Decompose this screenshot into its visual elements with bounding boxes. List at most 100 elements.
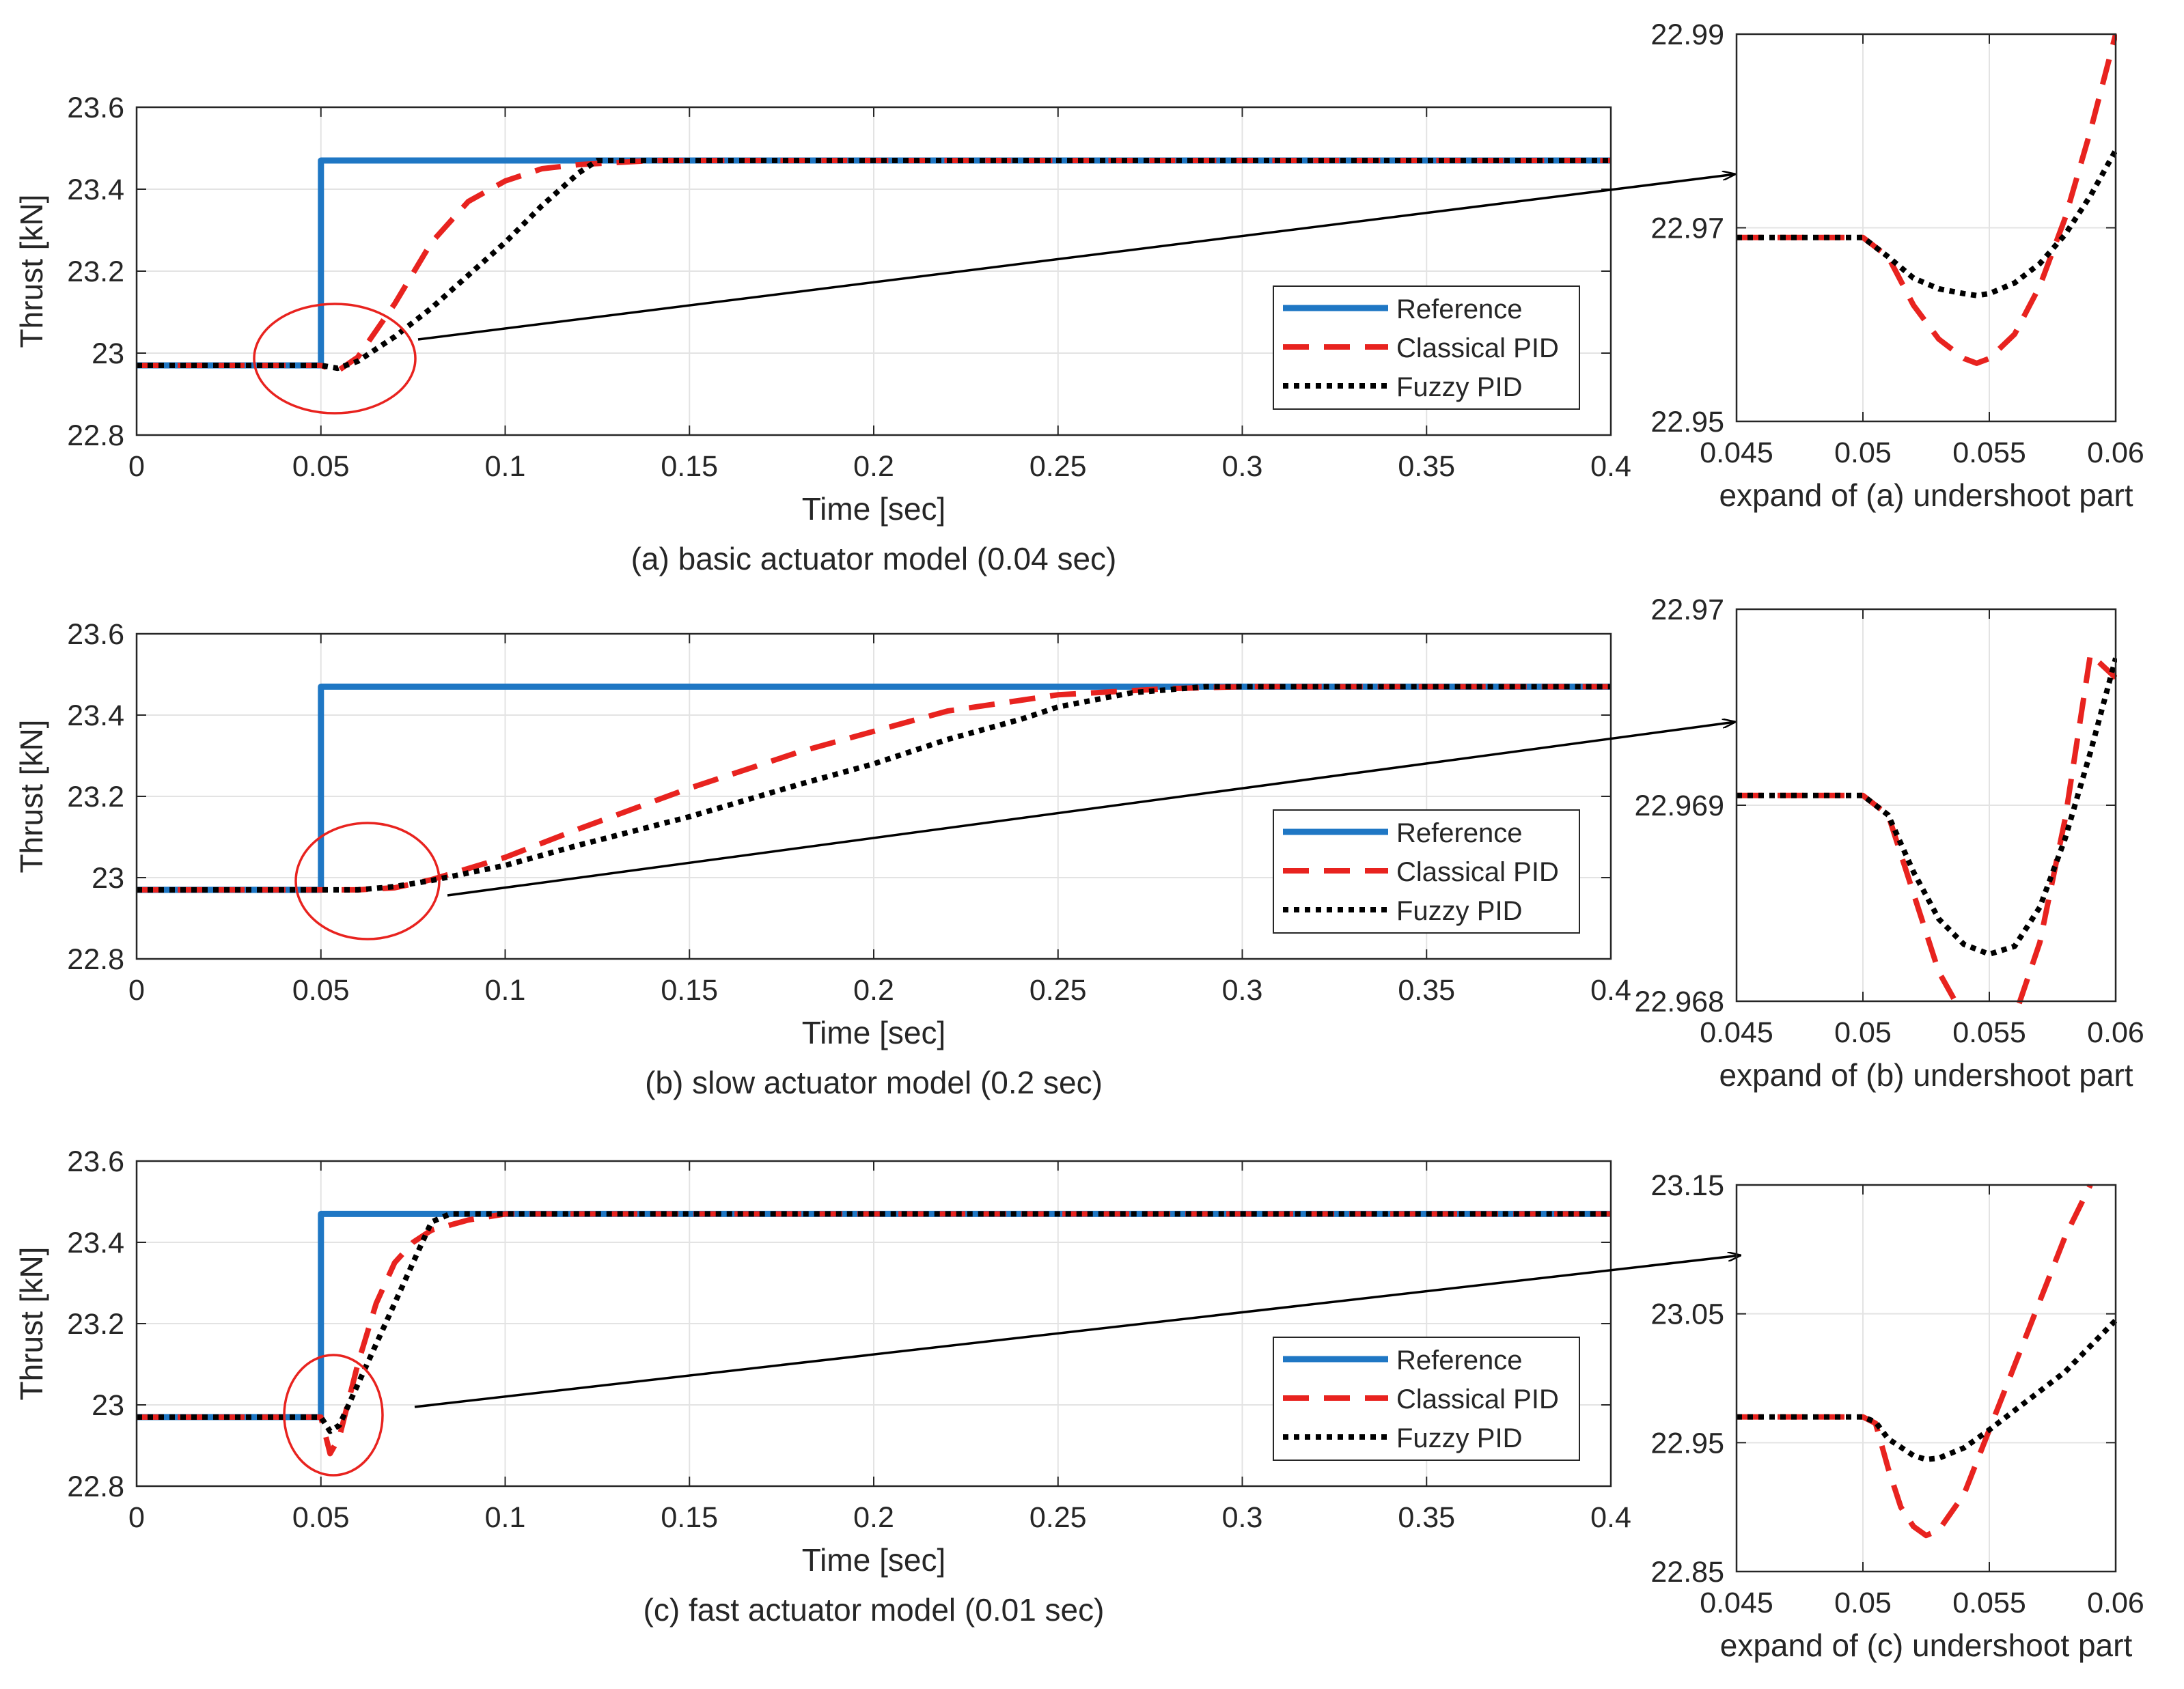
x-tick-label: 0 xyxy=(128,1501,145,1534)
x-tick-label: 0.05 xyxy=(1834,1016,1892,1049)
legend: Reference Classical PID Fuzzy PID xyxy=(1273,1337,1580,1461)
y-tick-label: 22.95 xyxy=(1650,406,1724,438)
axes-box xyxy=(135,632,1612,960)
x-tick-label: 0.35 xyxy=(1398,1501,1455,1534)
zoom-arrow xyxy=(447,722,1735,897)
undershoot-circle xyxy=(294,822,441,940)
series-line-classical-pid xyxy=(137,1211,1611,1457)
y-tick-label: 23.6 xyxy=(67,618,124,651)
zoom-arrow xyxy=(417,174,1735,341)
chart-c-main: 0 0.05 0.1 0.15 0.2 0.25 0.3 0.35 0.4 22.8 23 23.2 2… xyxy=(14,1145,1741,1628)
x-tick-label: 0.35 xyxy=(1398,974,1455,1007)
chart-b-zoom: 0.045 0.05 0.055 0.06 22.968 22.969 22.97 expan… xyxy=(1634,594,2144,1093)
x-tick-label: 0.05 xyxy=(292,974,350,1007)
legend-label: Classical PID xyxy=(1396,1384,1559,1414)
x-tick-label: 0.06 xyxy=(2087,1587,2144,1619)
x-tick-label: 0.4 xyxy=(1590,1501,1631,1534)
x-tick-label: 0.2 xyxy=(853,450,894,483)
y-axis-label: Thrust [kN] xyxy=(14,1247,49,1401)
series-line-fuzzy-pid xyxy=(137,684,1611,893)
legend-label: Classical PID xyxy=(1396,333,1559,363)
series-line-classical-pid xyxy=(137,158,1611,374)
x-axis-label: expand of (a) undershoot part xyxy=(1719,477,2133,513)
legend: Reference Classical PID Fuzzy PID xyxy=(1273,809,1580,934)
y-tick-label: 23.4 xyxy=(67,173,124,206)
x-axis-label: expand of (c) undershoot part xyxy=(1720,1628,2133,1663)
series-line-fuzzy-pid xyxy=(137,1211,1611,1434)
axes-box xyxy=(135,106,1612,436)
y-tick-label: 23.4 xyxy=(67,1227,124,1259)
y-tick-label: 23 xyxy=(92,337,124,370)
x-tick-label: 0.4 xyxy=(1590,450,1631,483)
legend: Reference Classical PID Fuzzy PID xyxy=(1273,285,1580,410)
x-tick-label: 0.045 xyxy=(1700,1587,1773,1619)
y-tick-label: 22.8 xyxy=(67,1470,124,1503)
x-axis-label: Time [sec] xyxy=(802,491,945,527)
series-group xyxy=(137,157,1611,374)
x-tick-label: 0.055 xyxy=(1952,1587,2026,1619)
chart-b-main: 0 0.05 0.1 0.15 0.2 0.25 0.3 0.35 0.4 22.8 23 23.2 2… xyxy=(14,618,1735,1100)
y-axis-label: Thrust [kN] xyxy=(14,720,49,874)
x-tick-label: 0.1 xyxy=(485,450,526,483)
y-tick-label: 22.97 xyxy=(1650,594,1724,626)
x-tick-label: 0.06 xyxy=(2087,1016,2144,1049)
x-tick-label: 0.4 xyxy=(1590,974,1631,1007)
legend-label: Classical PID xyxy=(1396,857,1559,887)
axes-box xyxy=(1735,33,2117,423)
x-tick-label: 0 xyxy=(128,450,145,483)
x-tick-label: 0.15 xyxy=(661,1501,718,1534)
chart-a-zoom: 0.045 0.05 0.055 0.06 22.95 22.97 22.99 expand … xyxy=(1650,18,2144,513)
legend-label: Fuzzy PID xyxy=(1396,372,1522,402)
x-tick-label: 0.045 xyxy=(1700,1016,1773,1049)
x-tick-label: 0.25 xyxy=(1029,974,1087,1007)
x-tick-label: 0.045 xyxy=(1700,436,1773,469)
x-tick-label: 0.1 xyxy=(485,974,526,1007)
axes-box xyxy=(135,1160,1612,1488)
legend-label: Reference xyxy=(1396,1345,1523,1376)
series-line-fuzzy-pid xyxy=(137,158,1611,372)
caption: (b) slow actuator model (0.2 sec) xyxy=(645,1065,1103,1100)
series-group xyxy=(1737,33,2117,366)
y-tick-label: 23.6 xyxy=(67,92,124,124)
y-tick-label: 23.2 xyxy=(67,1308,124,1341)
series-line-classical-pid xyxy=(1737,652,2117,1005)
y-tick-label: 22.85 xyxy=(1650,1556,1724,1589)
series-line-classical-pid xyxy=(1737,1184,2093,1539)
y-tick-label: 23.2 xyxy=(67,781,124,813)
y-tick-label: 22.97 xyxy=(1650,212,1724,245)
x-tick-label: 0.055 xyxy=(1952,1016,2026,1049)
chart-c-zoom: 0.045 0.05 0.055 0.06 22.85 22.95 23.05 23.15 ex… xyxy=(1650,1169,2144,1663)
legend-label: Reference xyxy=(1396,818,1523,848)
x-tick-label: 0.15 xyxy=(661,450,718,483)
y-tick-label: 22.8 xyxy=(67,943,124,976)
legend-label: Reference xyxy=(1396,294,1523,324)
x-tick-label: 0.15 xyxy=(661,974,718,1007)
y-tick-label: 22.95 xyxy=(1650,1427,1724,1460)
x-tick-label: 0.2 xyxy=(853,1501,894,1534)
x-tick-label: 0.25 xyxy=(1029,450,1087,483)
y-tick-label: 23.6 xyxy=(67,1145,124,1178)
y-tick-label: 22.968 xyxy=(1634,986,1724,1018)
y-tick-label: 23 xyxy=(92,1389,124,1422)
series-line-fuzzy-pid xyxy=(1737,1318,2117,1462)
x-tick-label: 0.2 xyxy=(853,974,894,1007)
y-tick-label: 22.8 xyxy=(67,419,124,452)
y-tick-label: 23.2 xyxy=(67,255,124,288)
x-tick-label: 0.05 xyxy=(292,1501,350,1534)
x-tick-label: 0 xyxy=(128,974,145,1007)
x-axis-label: Time [sec] xyxy=(802,1542,945,1578)
series-line-fuzzy-pid xyxy=(1737,657,2117,958)
caption: (c) fast actuator model (0.01 sec) xyxy=(644,1592,1105,1628)
x-tick-label: 0.25 xyxy=(1029,1501,1087,1534)
y-axis-label: Thrust [kN] xyxy=(14,195,49,348)
series-group xyxy=(1737,652,2117,1005)
x-tick-label: 0.055 xyxy=(1952,436,2026,469)
series-group xyxy=(137,1210,1611,1457)
x-tick-label: 0.05 xyxy=(1834,436,1892,469)
y-tick-label: 22.969 xyxy=(1634,790,1724,822)
series-line-classical-pid xyxy=(1737,33,2117,366)
x-tick-label: 0.3 xyxy=(1222,1501,1263,1534)
y-tick-label: 23 xyxy=(92,862,124,895)
y-tick-label: 23.4 xyxy=(67,699,124,732)
